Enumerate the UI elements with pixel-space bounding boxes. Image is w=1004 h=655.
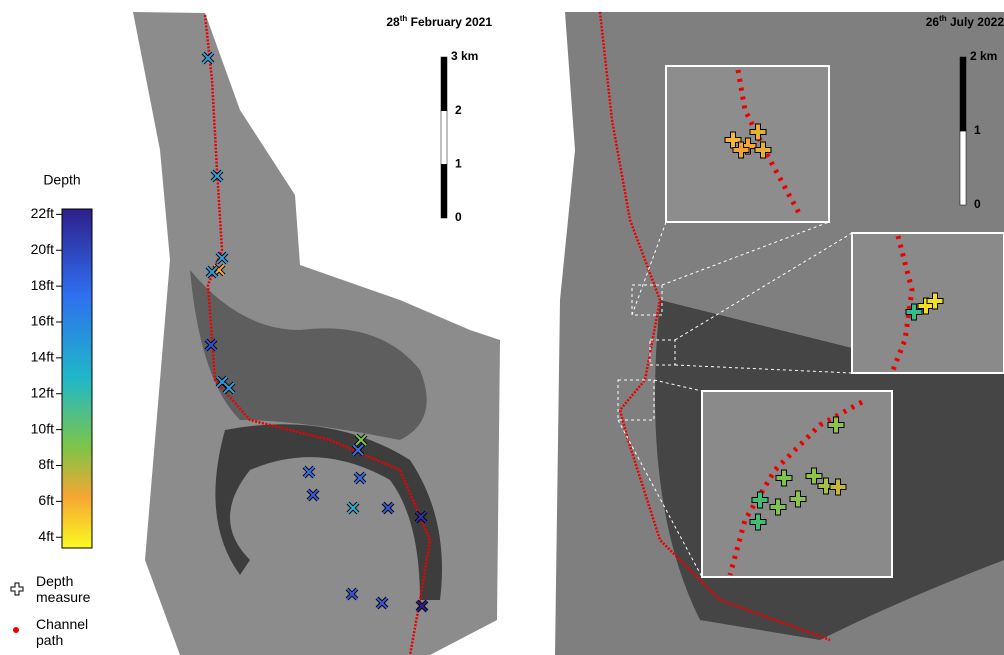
date-part: th bbox=[400, 14, 408, 23]
depth-icon bbox=[11, 583, 23, 595]
colorbar-tick-label: 8ft bbox=[38, 456, 54, 472]
colorbar-tick-label: 20ft bbox=[31, 241, 54, 257]
scale-label: 2 km bbox=[970, 49, 997, 63]
colorbar-tick-label: 10ft bbox=[31, 420, 54, 436]
scale-label: 1 bbox=[455, 157, 462, 171]
colorbar-tick-label: 14ft bbox=[31, 349, 54, 365]
scale-label: 0 bbox=[455, 210, 462, 224]
colorbar-title: Depth bbox=[43, 172, 80, 188]
colorbar-ticks: 22ft 20ft 18ft 16ft 14ft 12ft 10ft 8ft 6ft 4ft bbox=[31, 205, 62, 544]
date-part: July 2022 bbox=[947, 15, 1004, 29]
date: 28th February 2021 bbox=[386, 14, 492, 30]
date-part: February 2021 bbox=[407, 15, 492, 29]
colorbar bbox=[62, 209, 92, 548]
colorbar-tick-label: 22ft bbox=[31, 205, 54, 221]
scale-segment bbox=[441, 57, 447, 111]
colorbar-tick-label: 6ft bbox=[38, 492, 54, 508]
date-part: th bbox=[939, 14, 947, 23]
date-part: 28 bbox=[386, 15, 400, 29]
figure: Depth 22ft20ft18ft16ft14ft12ft10ft8ft6ft… bbox=[0, 0, 1004, 655]
scale-label: 1 bbox=[974, 123, 981, 137]
date: 26th July 2022 bbox=[926, 14, 1004, 30]
colorbar-tick-label: 18ft bbox=[31, 277, 54, 293]
date-part: 26 bbox=[926, 15, 940, 29]
scale-segment bbox=[960, 131, 966, 205]
colorbar-tick-label: 12ft bbox=[31, 384, 54, 400]
scale-segment bbox=[441, 111, 447, 165]
scale-label: 0 bbox=[974, 197, 981, 211]
scale-label: 2 bbox=[455, 103, 462, 117]
channel-icon bbox=[13, 627, 19, 633]
colorbar-tick-label: 16ft bbox=[31, 313, 54, 329]
scale-label: 3 km bbox=[451, 49, 478, 63]
colorbar-tick-label: 4ft bbox=[38, 528, 54, 544]
scale-segment bbox=[960, 57, 966, 131]
scale-segment bbox=[441, 164, 447, 218]
inset bbox=[702, 391, 892, 577]
